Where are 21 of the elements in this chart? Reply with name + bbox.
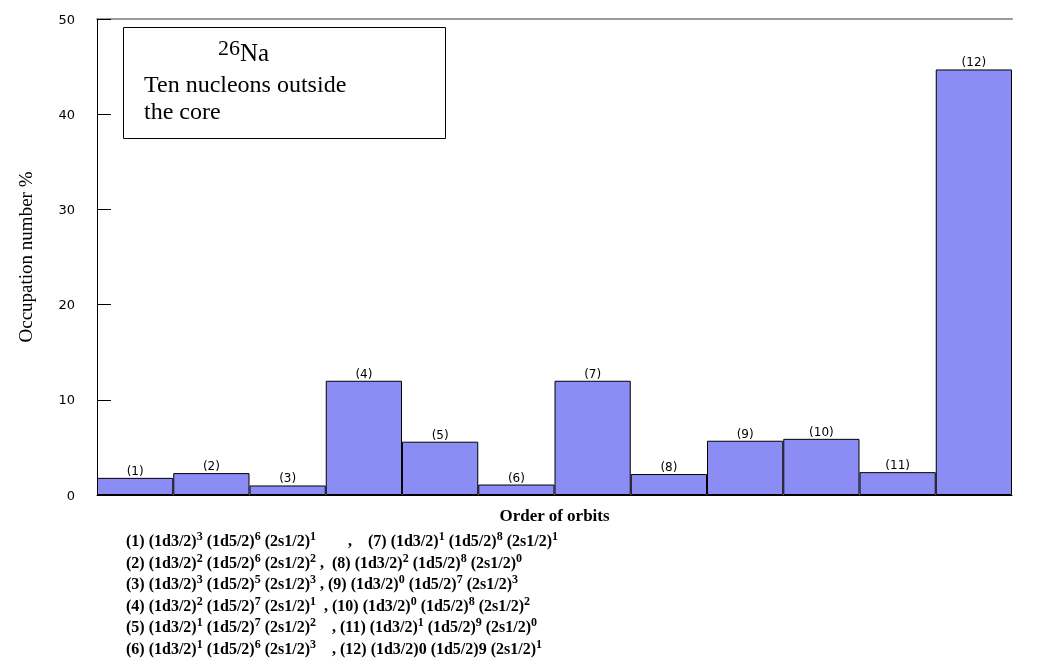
x-tick-label: (1) — [126, 463, 144, 478]
x-tick-label: (8) — [660, 460, 678, 475]
x-tick-label: (9) — [736, 426, 754, 441]
y-tick-label: 10 — [58, 392, 75, 408]
x-tick-label: (11) — [885, 458, 910, 473]
x-tick-label: (10) — [809, 424, 834, 439]
y-tick-label: 40 — [58, 106, 75, 122]
x-tick-label: (3) — [279, 471, 297, 486]
x-tick-label: (7) — [584, 366, 602, 381]
y-tick-label: 30 — [58, 201, 75, 217]
text: Ten nucleons outside the core — [144, 70, 353, 124]
y-tick-label: 0 — [66, 487, 75, 503]
x-tick-label: (5) — [431, 427, 449, 442]
x-tick-label: (4) — [355, 366, 373, 381]
y-tick-label: 20 — [58, 297, 75, 313]
y-axis-title: Occupation number % — [15, 171, 36, 343]
x-tick-label: (2) — [202, 459, 220, 474]
x-axis-title: Order of orbits — [499, 506, 610, 525]
y-tick-label: 50 — [58, 11, 75, 27]
x-tick-label: (12) — [961, 55, 987, 70]
x-tick-label: (6) — [507, 470, 525, 485]
